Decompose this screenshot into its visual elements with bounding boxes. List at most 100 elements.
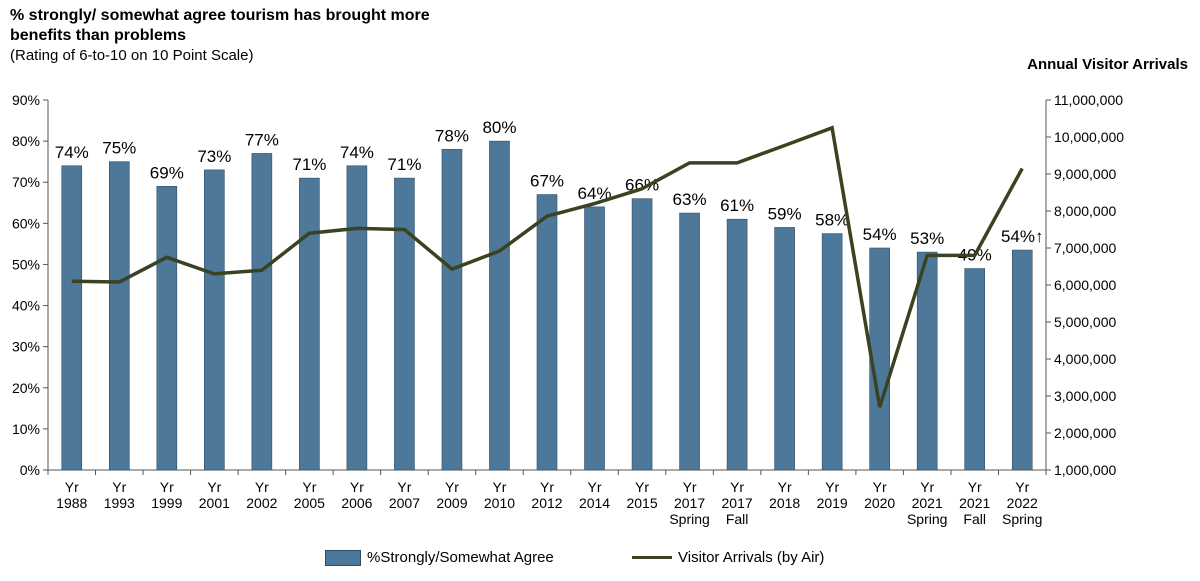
chart-title: % strongly/ somewhat agree tourism has b… <box>10 7 430 44</box>
bar <box>631 198 653 471</box>
x-category-label: 2001 <box>199 495 230 511</box>
bar <box>916 251 938 471</box>
x-category-label: 2010 <box>484 495 515 511</box>
left-tick-label: 50% <box>12 256 40 272</box>
left-tick-label: 80% <box>12 133 40 149</box>
right-tick-label: 11,000,000 <box>1054 92 1123 108</box>
x-category-label: 2018 <box>769 495 800 511</box>
chart-plot: 0% 10% 20% 30% 40% 50% 60% 70% 80% 90% 1,000,000 2,… <box>12 92 1124 527</box>
x-category-label: Yr <box>873 479 887 495</box>
x-category-label: 2017 <box>674 495 705 511</box>
x-category-label: 2007 <box>389 495 420 511</box>
bar-data-label: 71% <box>387 155 421 174</box>
x-category-label: Yr <box>112 479 126 495</box>
bar <box>251 153 273 471</box>
right-tick-label: 8,000,000 <box>1054 203 1116 219</box>
legend-item-arrivals: Visitor Arrivals (by Air) <box>632 549 824 566</box>
bar-data-label: 77% <box>245 130 279 149</box>
x-category-label: 1988 <box>56 495 87 511</box>
x-category-label: Yr <box>255 479 269 495</box>
x-category-label: Fall <box>963 511 986 527</box>
bar-data-label: 69% <box>150 163 184 182</box>
x-category-label: 2006 <box>341 495 372 511</box>
x-category-label: Yr <box>65 479 79 495</box>
bar <box>346 165 368 471</box>
right-tick-label: 9,000,000 <box>1054 166 1116 182</box>
legend-item-agree: %Strongly/Somewhat Agree <box>325 549 554 566</box>
x-category-label: Yr <box>445 479 459 495</box>
chart-subtitle: (Rating of 6-to-10 on 10 Point Scale) <box>10 47 254 64</box>
x-category-label: Yr <box>730 479 744 495</box>
right-tick-label: 3,000,000 <box>1054 388 1116 404</box>
x-category-label: Yr <box>968 479 982 495</box>
bar <box>726 218 748 471</box>
bar-data-label: 75% <box>102 139 136 158</box>
bar <box>61 165 83 471</box>
bar-data-label: 74% <box>340 143 374 162</box>
bar-data-label: 80% <box>482 118 516 137</box>
bar <box>394 177 415 471</box>
x-category-label: 1993 <box>104 495 135 511</box>
right-tick-label: 5,000,000 <box>1054 314 1116 330</box>
bar <box>156 186 178 471</box>
left-tick-label: 70% <box>12 174 40 190</box>
bar-data-label: 67% <box>530 172 564 191</box>
bar <box>869 247 890 471</box>
bar <box>441 149 463 471</box>
bar-data-label: 53% <box>910 229 944 248</box>
bar-data-label: 63% <box>673 190 707 209</box>
x-category-label: Yr <box>588 479 602 495</box>
bar <box>964 268 986 471</box>
x-category-label: Spring <box>1002 511 1042 527</box>
x-category-label: 2012 <box>531 495 562 511</box>
x-category-label: Yr <box>492 479 506 495</box>
bar-data-label: 71% <box>292 155 326 174</box>
x-category-label: 2009 <box>436 495 467 511</box>
bar <box>774 227 795 471</box>
bar-data-label: 54%↑ <box>1001 227 1044 246</box>
x-category-label: Yr <box>397 479 411 495</box>
x-category-label: Yr <box>540 479 554 495</box>
right-axis-title: Annual Visitor Arrivals <box>1027 56 1188 73</box>
left-tick-label: 60% <box>12 215 40 231</box>
legend-swatch-bar <box>325 549 361 566</box>
x-category-label: 2014 <box>579 495 610 511</box>
x-category-label: Yr <box>302 479 316 495</box>
x-category-label: Yr <box>207 479 221 495</box>
bar <box>204 169 225 471</box>
legend-swatch-line <box>632 556 672 559</box>
right-tick-label: 6,000,000 <box>1054 277 1116 293</box>
right-tick-label: 2,000,000 <box>1054 425 1116 441</box>
bar-data-label: 73% <box>197 147 231 166</box>
x-category-label: Yr <box>778 479 792 495</box>
bar-data-label: 78% <box>435 126 469 145</box>
bar-data-label: 54% <box>863 225 897 244</box>
x-category-label: Spring <box>907 511 947 527</box>
x-category-label: Spring <box>669 511 709 527</box>
right-tick-label: 7,000,000 <box>1054 240 1116 256</box>
bar <box>108 161 130 471</box>
bar <box>536 194 558 471</box>
bar-data-label: 58% <box>815 211 849 230</box>
x-category-label: 2002 <box>246 495 277 511</box>
bar-data-label: 61% <box>720 196 754 215</box>
x-category-label: Yr <box>825 479 839 495</box>
right-tick-label: 10,000,000 <box>1054 129 1124 145</box>
left-tick-label: 90% <box>12 92 40 108</box>
x-category-label: 2005 <box>294 495 325 511</box>
x-category-label: 2020 <box>864 495 895 511</box>
right-tick-label: 4,000,000 <box>1054 351 1116 367</box>
bar-data-label: 74% <box>55 143 89 162</box>
x-category-label: Yr <box>920 479 934 495</box>
legend-label-agree: %Strongly/Somewhat Agree <box>367 549 554 566</box>
x-category-label: Fall <box>726 511 749 527</box>
x-category-label: 2019 <box>817 495 848 511</box>
x-category-label: 2015 <box>626 495 657 511</box>
x-category-label: Yr <box>350 479 364 495</box>
x-category-label: 1999 <box>151 495 182 511</box>
bar-data-label: 59% <box>768 204 802 223</box>
left-tick-label: 30% <box>12 339 40 355</box>
left-tick-label: 10% <box>12 421 40 437</box>
bar <box>679 212 700 471</box>
bar <box>584 206 605 471</box>
